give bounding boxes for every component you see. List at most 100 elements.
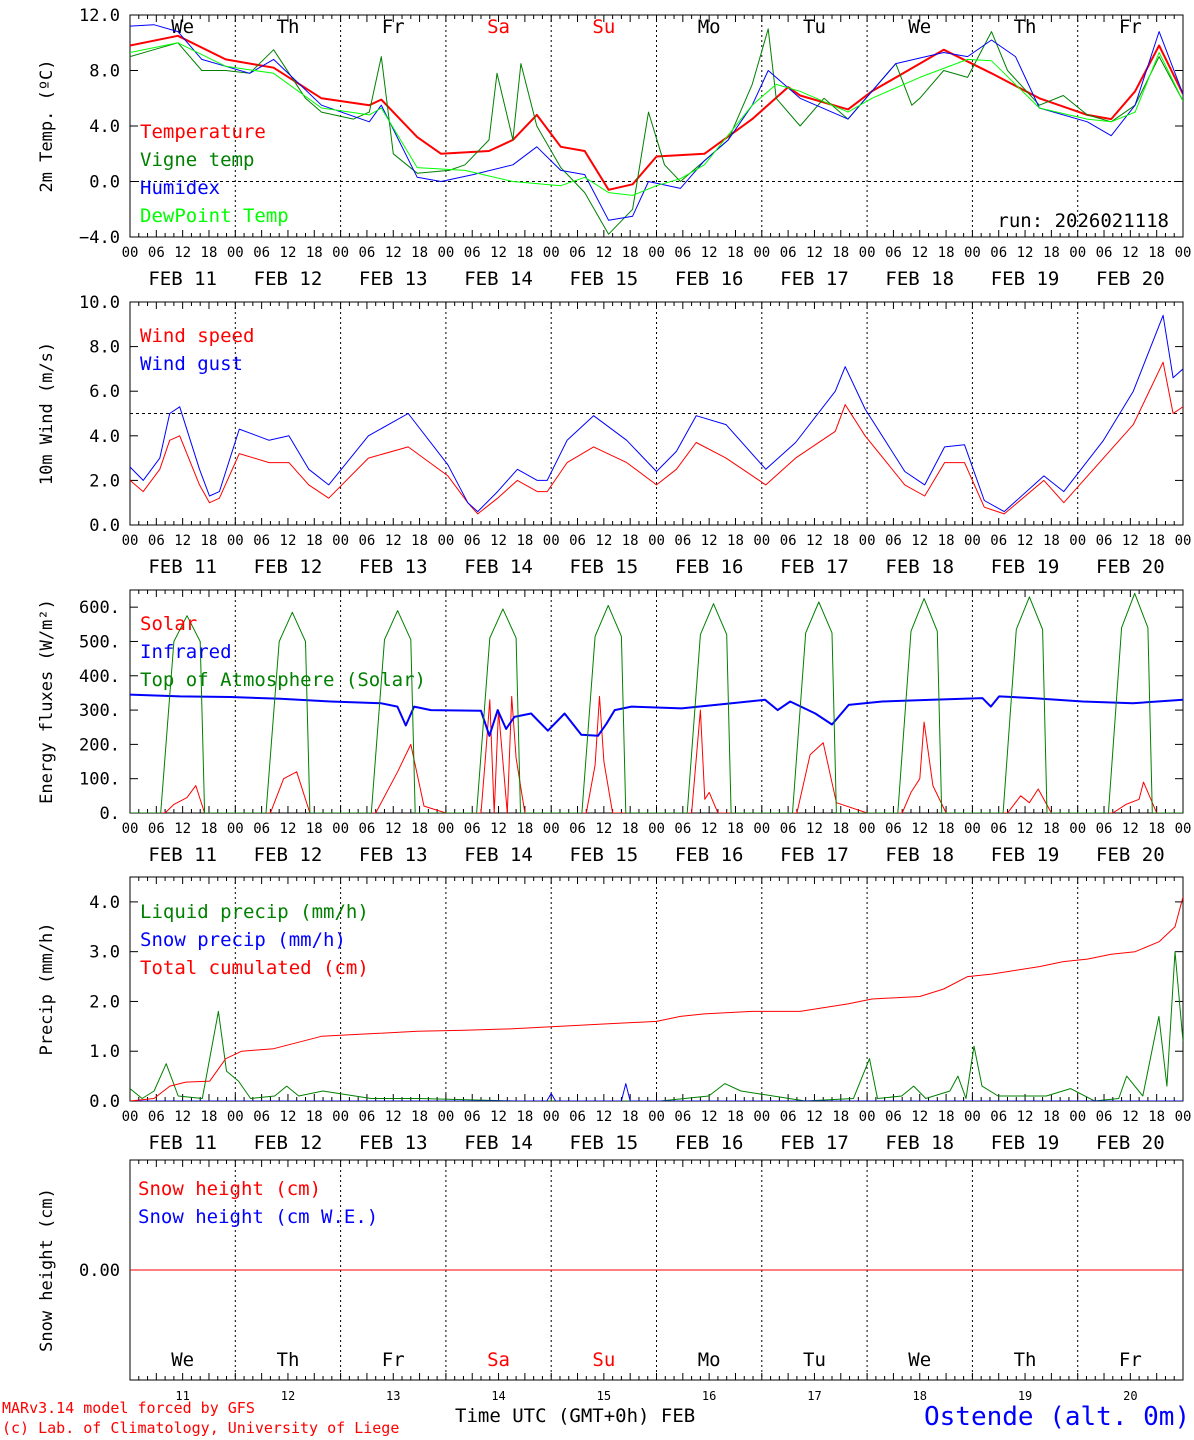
hour-tick-label: 18 xyxy=(622,821,639,837)
hour-tick-label: 12 xyxy=(595,245,612,261)
legend-entry: Snow height (cm) xyxy=(138,1178,321,1200)
legend-entry: Temperature xyxy=(140,121,266,143)
hour-tick-label: 12 xyxy=(911,821,928,837)
y-axis-label: Energy fluxes (W/m²) xyxy=(37,599,57,804)
hour-tick-label: 12 xyxy=(490,533,507,549)
series-line-infrared xyxy=(130,693,1183,737)
series-line-dewpoint-temp xyxy=(130,42,1183,196)
hour-tick-label: 18 xyxy=(938,821,955,837)
hour-tick-label: 06 xyxy=(253,245,270,261)
hour-tick-label: 00 xyxy=(227,821,244,837)
day-of-week-label: Fr xyxy=(382,16,405,38)
day-number-label: 17 xyxy=(807,1389,821,1403)
hour-tick-label: 12 xyxy=(701,1109,718,1125)
y-tick-label: 0.0 xyxy=(89,1092,120,1112)
hour-tick-label: 06 xyxy=(780,821,797,837)
series-line-wind-gust xyxy=(130,314,1183,513)
date-label: FEB 18 xyxy=(885,556,954,578)
date-label: FEB 17 xyxy=(780,268,849,290)
legend-entry: Solar xyxy=(140,613,197,635)
day-of-week-label: Th xyxy=(277,16,300,38)
date-label: FEB 14 xyxy=(464,556,533,578)
hour-tick-label: 12 xyxy=(1122,1109,1139,1125)
date-label: FEB 19 xyxy=(991,1132,1060,1154)
hour-tick-label: 06 xyxy=(148,533,165,549)
hour-tick-label: 00 xyxy=(543,1109,560,1125)
date-label: FEB 11 xyxy=(148,556,217,578)
hour-tick-label: 06 xyxy=(1096,1109,1113,1125)
hour-tick-label: 06 xyxy=(358,1109,375,1125)
date-label: FEB 13 xyxy=(359,268,428,290)
hour-tick-label: 06 xyxy=(148,821,165,837)
hour-tick-label: 06 xyxy=(253,1109,270,1125)
hour-tick-label: 18 xyxy=(516,1109,533,1125)
hour-tick-label: 12 xyxy=(280,821,297,837)
hour-tick-label: 12 xyxy=(595,821,612,837)
hour-tick-label: 12 xyxy=(385,821,402,837)
date-label: FEB 12 xyxy=(254,556,323,578)
y-tick-label: 2.0 xyxy=(89,471,120,491)
hour-tick-label: 06 xyxy=(253,821,270,837)
hour-tick-label: 06 xyxy=(674,821,691,837)
hour-tick-label: 00 xyxy=(227,245,244,261)
date-label: FEB 13 xyxy=(359,1132,428,1154)
hour-tick-label: 18 xyxy=(201,245,218,261)
date-label: FEB 16 xyxy=(675,844,744,866)
y-tick-label: 400. xyxy=(79,667,120,687)
hour-tick-label: 00 xyxy=(227,1109,244,1125)
series-line-wind-speed xyxy=(130,361,1183,515)
hour-tick-label: 12 xyxy=(1122,821,1139,837)
hour-tick-label: 12 xyxy=(701,245,718,261)
date-label: FEB 16 xyxy=(675,556,744,578)
day-of-week-label: Su xyxy=(592,1349,615,1371)
legend-entry: DewPoint Temp xyxy=(140,205,289,227)
y-axis-label: Precip (mm/h) xyxy=(37,922,57,1055)
date-label: FEB 14 xyxy=(464,844,533,866)
hour-tick-label: 00 xyxy=(543,245,560,261)
hour-tick-label: 18 xyxy=(622,1109,639,1125)
hour-tick-label: 12 xyxy=(595,533,612,549)
day-of-week-label: Tu xyxy=(803,1349,826,1371)
y-tick-label: 8.0 xyxy=(89,338,120,358)
hour-tick-label: 18 xyxy=(201,533,218,549)
y-tick-label: 3.0 xyxy=(89,943,120,963)
hour-tick-label: 00 xyxy=(753,245,770,261)
y-tick-label: 2.0 xyxy=(89,992,120,1012)
hour-tick-label: 06 xyxy=(569,821,586,837)
y-tick-label: 10.0 xyxy=(79,293,120,313)
hour-tick-label: 00 xyxy=(332,245,349,261)
hour-tick-label: 18 xyxy=(1148,821,1165,837)
hour-tick-label: 00 xyxy=(332,821,349,837)
date-label: FEB 12 xyxy=(254,844,323,866)
date-label: FEB 14 xyxy=(464,268,533,290)
hour-tick-label: 06 xyxy=(885,1109,902,1125)
series-line-snow-precip-mm-h- xyxy=(130,1083,1183,1101)
day-of-week-label: Th xyxy=(277,1349,300,1371)
hour-tick-label: 12 xyxy=(1017,821,1034,837)
hour-tick-label: 00 xyxy=(964,821,981,837)
hour-tick-label: 06 xyxy=(780,245,797,261)
hour-tick-label: 12 xyxy=(1122,533,1139,549)
y-tick-label: 0. xyxy=(100,804,120,824)
hour-tick-label: 00 xyxy=(648,245,665,261)
y-tick-label: 8.0 xyxy=(89,62,120,82)
hour-tick-label: 18 xyxy=(306,821,323,837)
day-of-week-label: We xyxy=(908,1349,931,1371)
date-label: FEB 16 xyxy=(675,268,744,290)
y-tick-label: 4.0 xyxy=(89,427,120,447)
legend-entry: Wind gust xyxy=(140,353,243,375)
hour-tick-label: 00 xyxy=(648,533,665,549)
date-label: FEB 11 xyxy=(148,844,217,866)
hour-tick-label: 00 xyxy=(964,1109,981,1125)
day-of-week-label: Fr xyxy=(1119,16,1142,38)
day-number-label: 20 xyxy=(1123,1389,1137,1403)
legend-entry: Infrared xyxy=(140,641,232,663)
hour-tick-label: 18 xyxy=(516,245,533,261)
hour-tick-label: 00 xyxy=(437,245,454,261)
hour-tick-label: 12 xyxy=(280,533,297,549)
y-tick-label: 0.00 xyxy=(79,1261,120,1281)
legend-entry: Top of Atmosphere (Solar) xyxy=(140,669,426,691)
y-tick-label: 0.0 xyxy=(89,173,120,193)
series-line-liquid-precip-mm-h- xyxy=(130,951,1183,1101)
